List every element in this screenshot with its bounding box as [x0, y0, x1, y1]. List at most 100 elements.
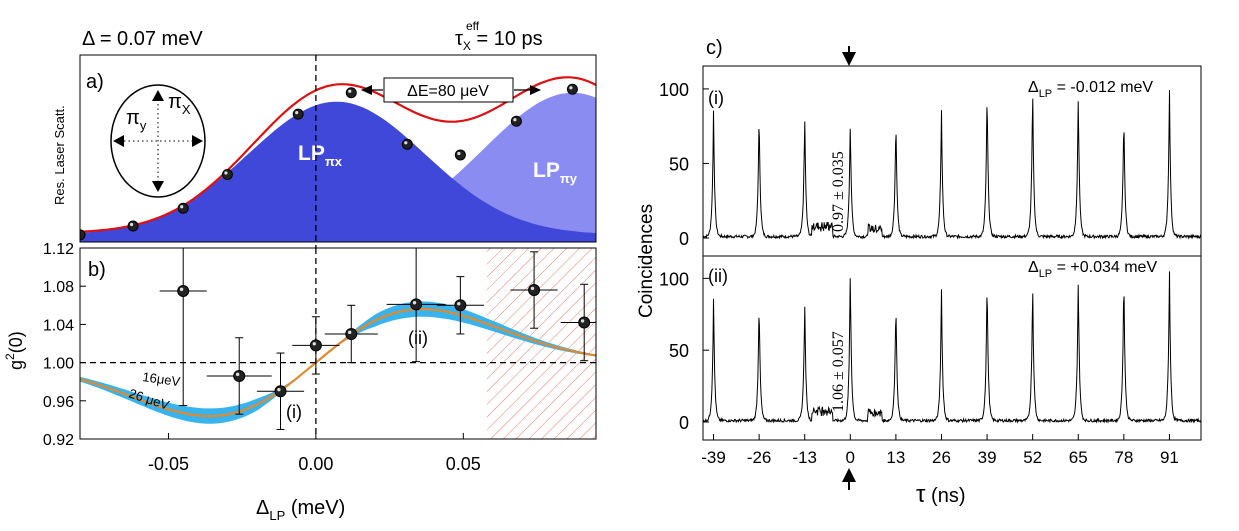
point-highlight — [129, 222, 134, 227]
y-tick-label: 1.12 — [43, 241, 74, 258]
energy-splitting-label: ΔE=80 μeV — [407, 83, 489, 100]
y-tick-label: 100 — [659, 269, 689, 289]
measured-point — [292, 108, 304, 120]
x-tick-label: 39 — [978, 448, 997, 467]
annotation-ii: (ii) — [408, 328, 428, 348]
x-tick-label: -0.05 — [148, 454, 189, 474]
panel-b-ylabel: g2(0) — [3, 331, 26, 370]
subplot-ii-g2-value: 1.06 ± 0.057 — [830, 331, 847, 412]
point-highlight — [348, 89, 352, 93]
y-tick-label: 1.08 — [43, 279, 74, 296]
measured-point — [454, 149, 466, 161]
y-tick-label: 0 — [679, 229, 689, 249]
y-tick-label: 1.00 — [43, 356, 74, 373]
point-highlight — [179, 287, 184, 292]
arrow-left-icon — [113, 135, 124, 147]
measured-point — [177, 202, 189, 214]
histogram-ii — [702, 271, 1202, 424]
g2-point — [309, 339, 322, 352]
measured-point — [566, 83, 578, 95]
inset-pi-y: πy — [126, 107, 147, 133]
point-highlight — [569, 86, 573, 90]
point-highlight — [580, 319, 585, 323]
point-highlight — [404, 141, 408, 145]
y-tick-label: 0.96 — [43, 394, 74, 411]
model-curve — [80, 307, 596, 418]
g2-point — [177, 284, 190, 297]
x-tick-label: -13 — [792, 448, 817, 467]
annotation-i: (i) — [286, 402, 302, 422]
x-tick-label: 13 — [886, 448, 905, 467]
g2-point — [410, 298, 423, 311]
x-tick-label: 91 — [1160, 448, 1179, 467]
histogram-i — [702, 90, 1202, 240]
panel-a: Δ = 0.07 meV τX = 10 ps eff a) Res. Lase… — [52, 19, 597, 243]
point-highlight — [457, 151, 461, 156]
x-tick-label: 26 — [932, 448, 951, 467]
measured-points — [80, 83, 578, 241]
g2-point — [528, 284, 541, 297]
point-highlight — [295, 110, 299, 115]
tau-symbol: τ — [455, 28, 463, 50]
coincidence-trace — [702, 90, 1202, 240]
g2-point — [454, 299, 467, 312]
tau-sup: eff — [466, 19, 480, 33]
x-tick-label: -26 — [747, 448, 772, 467]
lp-pi-x-area — [80, 101, 596, 242]
panel-a-ylabel: Res. Laser Scatt. — [52, 105, 67, 205]
coincidence-trace — [702, 271, 1202, 424]
point-highlight — [180, 205, 184, 209]
point-highlight — [457, 302, 461, 306]
panel-c-label: c) — [706, 37, 723, 59]
x-tick-label: 78 — [1114, 448, 1133, 467]
y-tick-label: 1.04 — [43, 317, 74, 334]
x-tick-label: 52 — [1023, 448, 1042, 467]
x-tick-label: -39 — [701, 448, 726, 467]
measured-point — [127, 220, 139, 232]
point-highlight — [235, 372, 240, 377]
g2-point — [345, 327, 358, 340]
arrow-down-icon — [152, 181, 164, 192]
arrow-up-icon — [842, 468, 856, 482]
arrow-right-icon — [192, 135, 203, 147]
inset-pi-x: πX — [168, 91, 191, 117]
g2-data-points — [159, 248, 596, 430]
y-tick-label: 0.92 — [43, 432, 74, 449]
tau-header: τX = 10 ps — [455, 28, 543, 53]
lp-pi-x-label: LPπx — [298, 142, 343, 169]
measured-point — [221, 168, 233, 180]
panel-b-xlabel: ΔLP (meV) — [256, 497, 345, 523]
panel-b-label: b) — [88, 259, 106, 281]
panel-b: -0.05 0.00 0.05 0.92 0.96 1.00 1.04 1.08 1.12 b)… — [3, 55, 597, 523]
point-highlight — [224, 171, 228, 175]
point-highlight — [312, 342, 316, 346]
tau-value: = 10 ps — [471, 28, 543, 50]
panel-b-frame — [79, 247, 597, 440]
point-highlight — [277, 387, 281, 392]
subplot-i-label: (i) — [708, 88, 724, 108]
g2-point — [233, 369, 246, 382]
subplot-ii-label: (ii) — [708, 266, 728, 286]
x-tick-label: 0.05 — [446, 454, 481, 474]
subplot-i-g2-value: 0.97 ± 0.035 — [830, 151, 847, 232]
polarization-inset: πX πy — [110, 84, 206, 198]
panel-a-frame — [79, 54, 597, 243]
panel-a-label: a) — [86, 71, 104, 93]
g2-point — [274, 385, 287, 398]
x-tick-label: 0.00 — [298, 454, 333, 474]
measured-point — [80, 229, 86, 241]
y-tick-label: 100 — [659, 80, 689, 100]
point-highlight — [530, 286, 535, 291]
panel-c-ylabel: Coincidences — [636, 204, 657, 318]
point-highlight — [347, 330, 352, 335]
panel-c-bottom-frame — [702, 255, 1202, 441]
y-tick-label: 0 — [679, 413, 689, 433]
measured-point — [345, 87, 357, 99]
x-tick-label: 65 — [1069, 448, 1088, 467]
tau-sub: X — [463, 39, 471, 53]
subplot-ii-detuning: ΔLP = +0.034 meV — [1028, 259, 1157, 280]
lp-pi-y-label: LPπy — [533, 159, 578, 186]
measured-point — [401, 138, 413, 150]
